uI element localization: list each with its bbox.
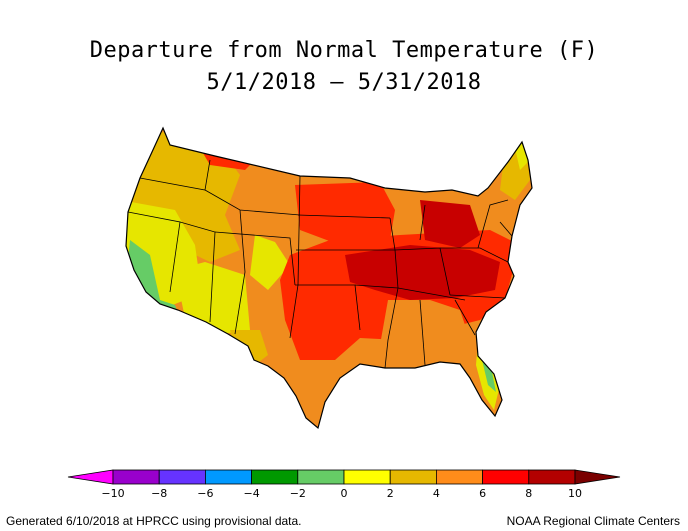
legend-swatch: [482, 469, 530, 485]
generated-note: Generated 6/10/2018 at HPRCC using provi…: [6, 514, 302, 528]
legend-tick-label: −2: [290, 487, 306, 500]
legend-swatch: [389, 469, 437, 485]
legend-swatch: [297, 469, 345, 485]
region-great-lakes-dark-red: [420, 200, 480, 248]
map-title: Departure from Normal Temperature (F): [89, 38, 599, 63]
legend-swatch: [528, 469, 576, 485]
legend-swatch: [112, 469, 160, 485]
legend-tick-label: −10: [101, 487, 124, 500]
legend-swatch: [251, 469, 299, 485]
legend-tick-label: 2: [387, 487, 394, 500]
legend-tick-label: 6: [479, 487, 486, 500]
legend-arrow-low: [67, 469, 114, 485]
legend-swatch: [343, 469, 391, 485]
legend-arrow-high: [574, 469, 621, 485]
region-florida-green: [482, 360, 496, 392]
map-subtitle: 5/1/2018 – 5/31/2018: [206, 70, 482, 95]
region-midwest-dark-red: [345, 245, 500, 300]
legend-swatch: [204, 469, 252, 485]
legend-tick-label: 10: [568, 487, 582, 500]
legend-tick-label: −6: [197, 487, 213, 500]
region-utah-yellow: [250, 235, 290, 290]
state-borders: [125, 126, 533, 430]
legend-tick-label: 8: [525, 487, 532, 500]
legend-tick-label: −4: [243, 487, 259, 500]
legend-tick-label: −8: [151, 487, 167, 500]
region-coast-green: [128, 240, 180, 318]
legend-swatch: [158, 469, 206, 485]
region-dakotas-red: [295, 182, 395, 245]
region-southeast-orange: [380, 300, 470, 362]
legend-tick-label: 4: [433, 487, 440, 500]
noaa-credit: NOAA Regional Climate Centers: [506, 514, 680, 528]
legend-swatch: [435, 469, 483, 485]
legend-tick-label: 0: [341, 487, 348, 500]
